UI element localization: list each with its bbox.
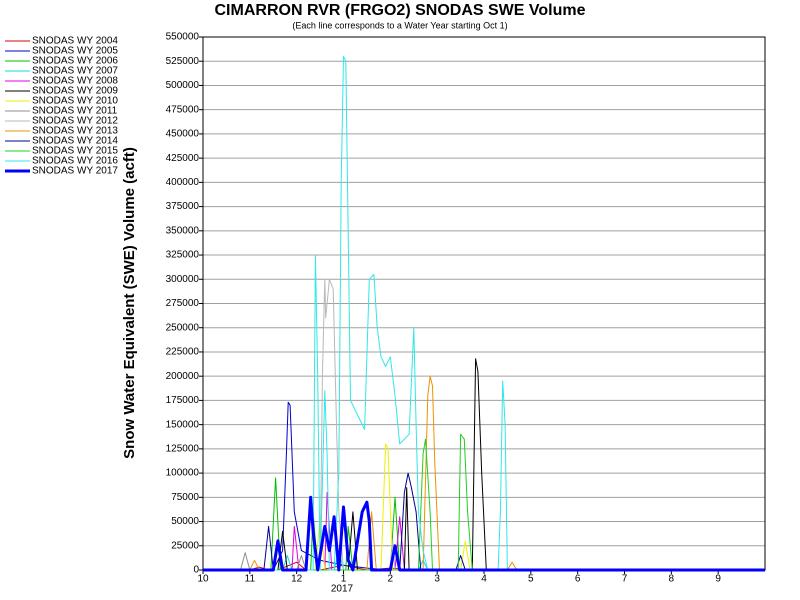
x-tick-label: 11 xyxy=(245,574,256,585)
chart-title: CIMARRON RVR (FRGO2) SNODAS SWE Volume xyxy=(215,2,586,19)
chart-subtitle: (Each line corresponds to a Water Year s… xyxy=(292,20,507,30)
legend-label: SNODAS WY 2007 xyxy=(32,66,118,77)
y-tick-label: 350000 xyxy=(166,225,200,236)
y-tick-label: 450000 xyxy=(166,129,200,140)
legend-label: SNODAS WY 2011 xyxy=(32,106,118,117)
y-tick-label: 225000 xyxy=(166,347,200,358)
series-line xyxy=(203,495,765,572)
year-label: 2017 xyxy=(331,584,354,595)
y-tick-label: 375000 xyxy=(166,201,200,212)
y-tick-label: 500000 xyxy=(166,80,200,91)
x-tick-label: 3 xyxy=(434,574,440,585)
x-tick-label: 5 xyxy=(528,574,534,585)
legend-label: SNODAS WY 2013 xyxy=(32,126,118,137)
x-tick-label: 12 xyxy=(291,574,303,585)
x-tick-label: 2 xyxy=(388,574,394,585)
y-tick-label: 275000 xyxy=(166,298,200,309)
y-tick-label: 425000 xyxy=(166,153,200,164)
legend-label: SNODAS WY 2006 xyxy=(32,56,118,67)
legend-label: SNODAS WY 2005 xyxy=(32,46,118,57)
x-tick-label: 8 xyxy=(669,574,675,585)
legend-label: SNODAS WY 2004 xyxy=(32,36,118,47)
y-tick-label: 175000 xyxy=(166,395,200,406)
y-axis-label: Snow Water Equivalent (SWE) Volume (acft… xyxy=(121,147,138,459)
y-tick-label: 325000 xyxy=(166,250,200,261)
series-line xyxy=(203,472,765,571)
y-tick-label: 150000 xyxy=(166,419,200,430)
y-tick-label: 475000 xyxy=(166,104,200,115)
x-tick-label: 6 xyxy=(575,574,581,585)
y-tick-label: 250000 xyxy=(166,322,200,333)
x-tick-label: 10 xyxy=(197,574,209,585)
x-tick-label: 1 xyxy=(341,574,347,585)
y-tick-label: 0 xyxy=(193,565,199,576)
y-tick-label: 400000 xyxy=(166,177,200,188)
y-tick-label: 75000 xyxy=(171,492,199,503)
y-tick-label: 50000 xyxy=(171,516,199,527)
series-line xyxy=(203,278,765,571)
legend-label: SNODAS WY 2015 xyxy=(32,146,118,157)
y-tick-label: 550000 xyxy=(166,32,200,43)
legend-label: SNODAS WY 2008 xyxy=(32,76,118,87)
y-tick-label: 525000 xyxy=(166,56,200,67)
series-line xyxy=(203,375,765,571)
y-tick-label: 25000 xyxy=(171,540,199,551)
legend-label: SNODAS WY 2010 xyxy=(32,96,118,107)
y-tick-label: 125000 xyxy=(166,444,200,455)
y-tick-label: 100000 xyxy=(166,468,200,479)
series-line xyxy=(203,492,765,571)
series-line xyxy=(203,358,765,571)
x-tick-label: 9 xyxy=(715,574,721,585)
legend-label: SNODAS WY 2012 xyxy=(32,116,118,127)
legend-label: SNODAS WY 2017 xyxy=(32,166,118,177)
x-tick-label: 7 xyxy=(622,574,628,585)
legend-label: SNODAS WY 2014 xyxy=(32,136,118,147)
legend-label: SNODAS WY 2016 xyxy=(32,156,118,167)
legend-label: SNODAS WY 2009 xyxy=(32,86,118,97)
y-tick-label: 200000 xyxy=(166,371,200,382)
y-tick-label: 300000 xyxy=(166,274,200,285)
x-tick-label: 4 xyxy=(481,574,487,585)
